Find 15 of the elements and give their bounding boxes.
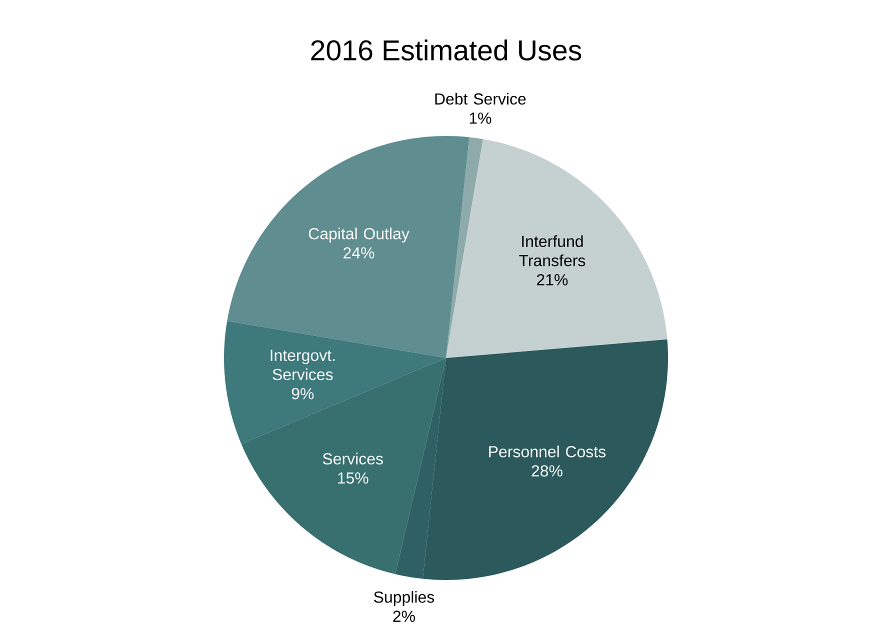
data-label: 2% [393, 610, 415, 622]
slice-label: Personnel Costs [489, 446, 606, 458]
chart-title: 2016 Estimated Uses [311, 39, 582, 61]
data-label: 15% [338, 472, 368, 484]
data-label: 21% [537, 274, 568, 286]
slice-label: Services [322, 452, 383, 464]
data-label: 24% [344, 247, 374, 258]
slice-label: Debt Service [435, 92, 526, 105]
slice-label: Interfund Transfers [519, 235, 586, 266]
slice-label: Supplies [374, 591, 434, 606]
data-label: 9% [292, 388, 314, 400]
data-label: 28% [532, 465, 562, 477]
slice-label: Capital Outlay [308, 228, 410, 243]
data-label: 1% [470, 112, 492, 124]
slice-label: Intergovt. Services [270, 350, 335, 380]
